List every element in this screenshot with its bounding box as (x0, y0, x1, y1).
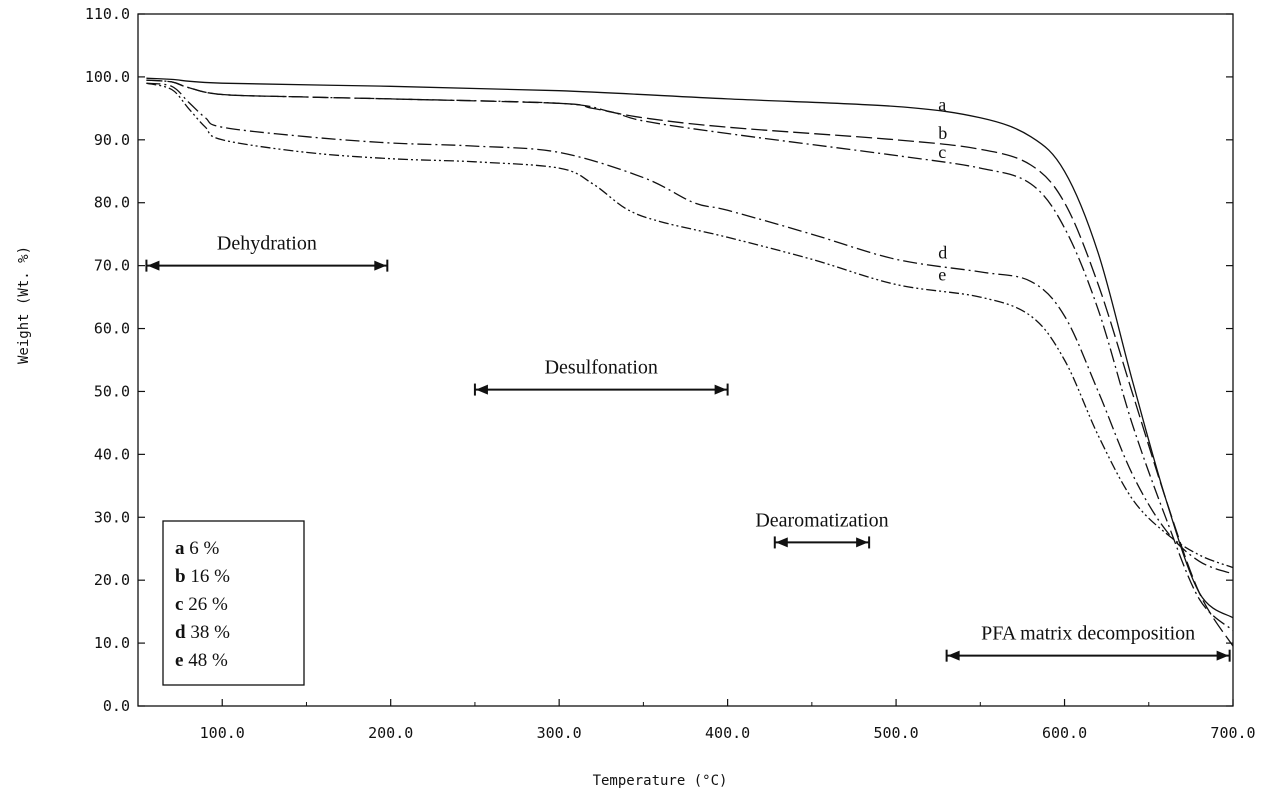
legend-value: 26 % (188, 594, 228, 615)
x-axis-title: Temperature (°C) (593, 773, 728, 789)
legend-key: a (175, 538, 185, 559)
annotation-label: Dearomatization (755, 509, 888, 531)
y-tick-label: 90.0 (94, 131, 130, 149)
annotation-layer: Dehydration Desulfonation Dearomatization P… (145, 233, 1231, 662)
y-tick-label: 70.0 (94, 257, 130, 275)
arrowhead-left (475, 384, 488, 395)
x-tick-label: 500.0 (873, 724, 918, 742)
y-tick-label: 30.0 (94, 508, 130, 526)
y-tick-label: 80.0 (94, 194, 130, 212)
legend-entry: d 38 % (175, 622, 230, 643)
arrowhead-right (856, 537, 869, 548)
y-tick-label: 10.0 (94, 634, 130, 652)
y-tick-label: 100.0 (85, 68, 130, 86)
arrowhead-right (1216, 650, 1229, 661)
series-line-c (146, 79, 1234, 631)
curve-label-a: a (938, 95, 946, 115)
legend-box (162, 520, 305, 686)
legend-value: 16 % (190, 566, 230, 587)
legend-key: d (175, 622, 186, 643)
y-tick-label: 50.0 (94, 382, 130, 400)
curve-label-c: c (938, 142, 946, 162)
curve-label-d: d (938, 242, 947, 262)
series-line-e (146, 82, 1234, 569)
annotation-label: PFA matrix decomposition (981, 623, 1195, 645)
x-tick-label: 300.0 (537, 724, 582, 742)
arrowhead-left (775, 537, 788, 548)
y-axis-title: Weight (Wt. %) (16, 246, 32, 364)
x-tick-label: 600.0 (1042, 724, 1087, 742)
range-marker (773, 536, 871, 549)
x-tick-label: 700.0 (1210, 724, 1255, 742)
legend-value: 38 % (190, 622, 230, 643)
y-tick-label: 20.0 (94, 571, 130, 589)
x-tick-label: 100.0 (200, 724, 245, 742)
y-tick-label: 60.0 (94, 320, 130, 338)
y-tick-label: 40.0 (94, 445, 130, 463)
legend-entry: b 16 % (175, 566, 230, 587)
legend-key: c (175, 594, 183, 615)
curve-label-e: e (938, 265, 946, 285)
series-layer (146, 77, 1234, 647)
range-marker (945, 649, 1231, 662)
plot-frame-layer (137, 13, 1234, 707)
legend-value: 48 % (188, 650, 228, 671)
legend-entry: a 6 % (175, 538, 220, 559)
arrowhead-right (714, 384, 727, 395)
x-tick-label: 400.0 (705, 724, 750, 742)
tick-layer: 0.0 10.0 20.0 30.0 40.0 50.0 60.0 70.0 80.0 90.0 1… (85, 5, 1256, 742)
series-line-b (146, 79, 1234, 647)
y-tick-label: 110.0 (85, 5, 130, 23)
legend-entry: c 26 % (175, 594, 228, 615)
range-marker (145, 259, 389, 272)
legend: a 6 %b 16 %c 26 %d 38 %e 48 % (162, 520, 305, 686)
range-marker (473, 383, 729, 396)
legend-entry: e 48 % (175, 650, 228, 671)
y-tick-label: 0.0 (103, 697, 130, 715)
series-line-a (146, 77, 1234, 619)
legend-value: 6 % (189, 538, 219, 559)
annotation-label: Desulfonation (545, 357, 658, 379)
arrowhead-right (374, 260, 387, 271)
plot-frame (137, 13, 1234, 707)
curve-label-b: b (938, 123, 947, 143)
curve-label-layer: abc de (938, 95, 947, 285)
legend-key: e (175, 650, 183, 671)
legend-key: b (175, 566, 186, 587)
arrowhead-left (147, 260, 160, 271)
series-line-d (146, 82, 1234, 575)
x-tick-label: 200.0 (368, 724, 413, 742)
arrowhead-left (947, 650, 960, 661)
annotation-label: Dehydration (217, 233, 317, 255)
